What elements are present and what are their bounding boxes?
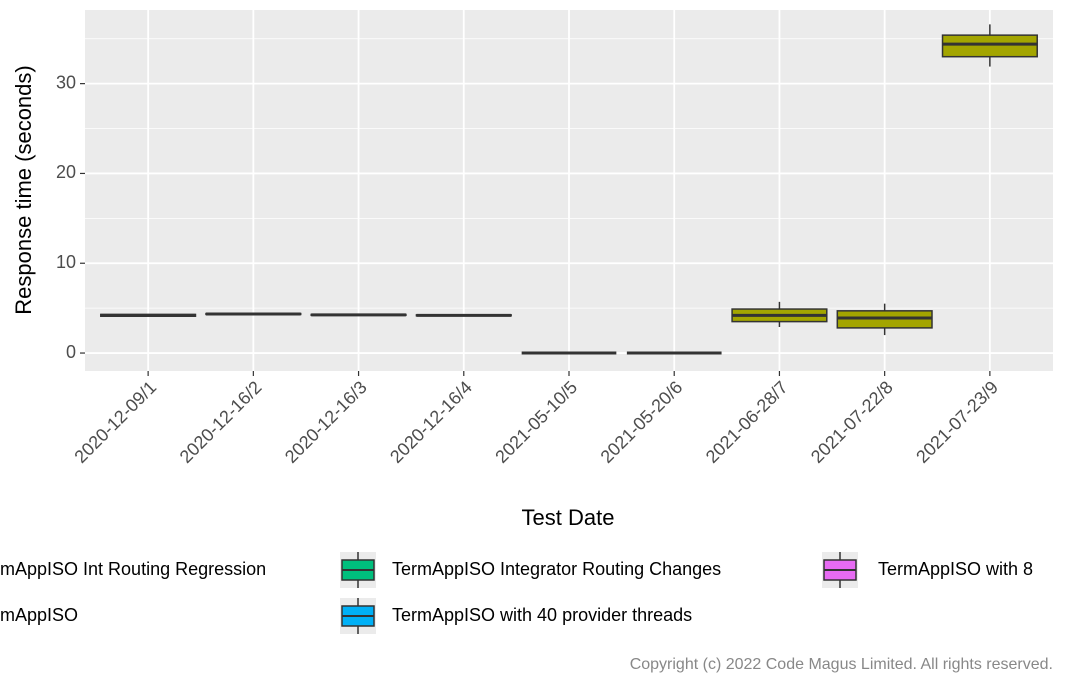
boxplot bbox=[310, 313, 407, 317]
x-tick-label: 2020-12-16/2 bbox=[176, 377, 266, 467]
copyright: Copyright (c) 2022 Code Magus Limited. A… bbox=[630, 656, 1053, 673]
x-tick-label: 2020-12-09/1 bbox=[70, 377, 160, 467]
x-tick-label: 2020-12-16/4 bbox=[386, 377, 476, 467]
legend-label: mAppISO bbox=[0, 605, 78, 625]
grid bbox=[85, 10, 1053, 371]
y-tick-label: 0 bbox=[66, 342, 76, 362]
legend-label: TermAppISO with 8 bbox=[878, 559, 1033, 579]
x-tick-label: 2021-07-23/9 bbox=[912, 377, 1002, 467]
x-tick-label: 2021-05-10/5 bbox=[491, 377, 581, 467]
boxplot bbox=[205, 312, 302, 316]
boxplot bbox=[100, 313, 197, 317]
marks bbox=[100, 24, 1038, 355]
x-tick-label: 2021-07-22/8 bbox=[807, 377, 897, 467]
boxplot bbox=[415, 313, 512, 317]
y-tick-label: 20 bbox=[56, 162, 76, 182]
box bbox=[941, 34, 1038, 58]
y-tick-label: 10 bbox=[56, 252, 76, 272]
y-axis-title: Response time (seconds) bbox=[11, 65, 36, 314]
x-tick-label: 2021-05-20/6 bbox=[597, 377, 687, 467]
legend-label: TermAppISO with 40 provider threads bbox=[392, 605, 692, 625]
boxplot bbox=[731, 301, 828, 327]
boxplot bbox=[836, 303, 933, 336]
boxplot bbox=[941, 24, 1038, 67]
x-axis-title: Test Date bbox=[522, 505, 615, 530]
x-tick-label: 2020-12-16/3 bbox=[281, 377, 371, 467]
y-tick-label: 30 bbox=[56, 72, 76, 92]
x-tick-label: 2021-06-28/7 bbox=[702, 377, 792, 467]
legend-label: TermAppISO Integrator Routing Changes bbox=[392, 559, 721, 579]
legend-label: mAppISO Int Routing Regression bbox=[0, 559, 266, 579]
